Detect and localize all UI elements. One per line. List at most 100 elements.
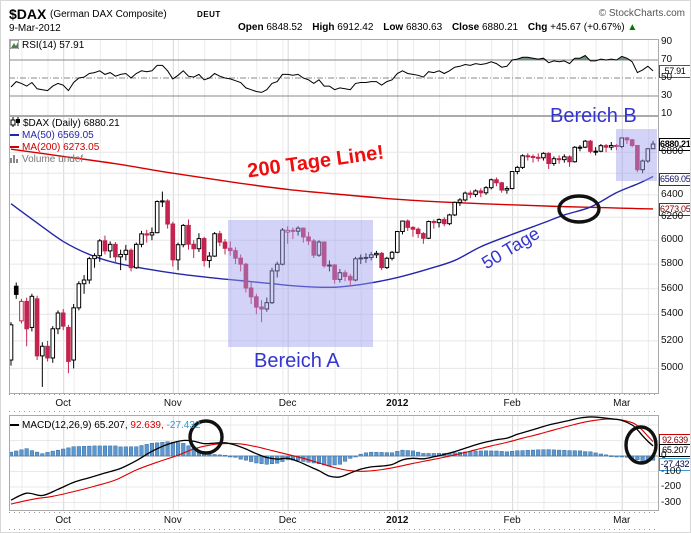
candle-body bbox=[504, 188, 510, 191]
area-bereich-a bbox=[228, 220, 373, 347]
rsi-legend-text: RSI(14) 57.91 bbox=[22, 40, 85, 51]
price-legend-ma50: MA(50) 6569.05 bbox=[10, 130, 94, 141]
candle-body bbox=[603, 145, 609, 148]
chg-value: +45.67 (+0.67%) bbox=[550, 22, 625, 33]
macd-legend-prefix: MACD(12,26,9) bbox=[22, 420, 92, 431]
macd-histogram-bar bbox=[243, 455, 248, 461]
candle-body bbox=[165, 200, 170, 225]
ma200-line bbox=[10, 148, 654, 210]
ma50-swatch-icon bbox=[10, 134, 19, 137]
candle-body bbox=[635, 144, 640, 171]
price-panel-border bbox=[9, 116, 659, 394]
candle-body bbox=[483, 187, 489, 194]
candle-body bbox=[201, 238, 207, 262]
macd-histogram-bar bbox=[108, 445, 113, 457]
macd-histogram-bar bbox=[567, 450, 572, 457]
candle-body bbox=[175, 244, 181, 261]
macd-histogram-bar bbox=[609, 455, 614, 457]
symbol-name: (German DAX Composite) bbox=[50, 9, 167, 20]
annotation-bereich-a: Bereich A bbox=[254, 350, 340, 372]
exchange-label: DEUT bbox=[197, 10, 221, 19]
macd-histogram-bar bbox=[588, 451, 593, 457]
candle-body bbox=[259, 306, 264, 310]
macd-histogram-bar bbox=[557, 449, 562, 457]
up-arrow-icon: ▲ bbox=[627, 22, 638, 33]
macd-histogram-bar bbox=[181, 443, 186, 457]
price-plot bbox=[9, 136, 656, 387]
macd-swatch-icon bbox=[10, 424, 19, 427]
signal-value: 92.639, bbox=[130, 420, 164, 431]
open-label: Open bbox=[238, 22, 264, 33]
macd-cross-mar-circle bbox=[624, 425, 658, 465]
macd-histogram-bar bbox=[405, 450, 410, 457]
macd-histogram-bar bbox=[129, 446, 134, 457]
candle-body bbox=[342, 272, 348, 277]
chart-date: 9-Mar-2012 bbox=[9, 23, 61, 34]
ma50-price-box: 6569.05 bbox=[659, 173, 691, 186]
macd-histogram-bar bbox=[348, 455, 353, 459]
annotation-bereich-b: Bereich B bbox=[550, 105, 637, 127]
rsi-line bbox=[10, 54, 654, 93]
macd-histogram-bar bbox=[144, 444, 149, 457]
candle-body bbox=[24, 300, 29, 330]
rsi-plot bbox=[10, 54, 654, 93]
macd-histogram-bar bbox=[593, 452, 598, 457]
macd-panel-border bbox=[9, 415, 659, 511]
macd-histogram-bar bbox=[24, 448, 29, 457]
macd-histogram-bar bbox=[332, 455, 337, 466]
candle-body bbox=[400, 220, 405, 233]
candle-body bbox=[577, 146, 583, 149]
macd-histogram-bar bbox=[134, 446, 139, 457]
macd-histogram-bar bbox=[499, 451, 504, 457]
candle-body bbox=[436, 219, 442, 224]
macd-histogram-bar bbox=[82, 446, 87, 457]
macd-histogram-bar bbox=[635, 455, 640, 461]
candle-body bbox=[301, 227, 306, 238]
candle-body bbox=[624, 137, 630, 141]
candle-body bbox=[133, 243, 139, 269]
macd-histogram-bar bbox=[165, 441, 170, 457]
candle-body bbox=[473, 190, 478, 195]
high-label: High bbox=[312, 22, 335, 33]
candle-body bbox=[92, 255, 97, 260]
month-label-bottom: Dec bbox=[278, 515, 297, 526]
macd-histogram-bar bbox=[374, 452, 379, 457]
candle-body bbox=[144, 233, 150, 236]
macd-histogram-bar bbox=[327, 455, 332, 467]
candle-body bbox=[97, 240, 103, 257]
rsi-panel-border bbox=[9, 39, 659, 116]
candle-body bbox=[217, 233, 223, 243]
macd-histogram-bar bbox=[71, 446, 76, 457]
macd-histogram-bar bbox=[212, 454, 217, 457]
macd-histogram-bar bbox=[468, 451, 473, 457]
rsi-overbought-fill bbox=[11, 55, 654, 60]
macd-histogram-bar bbox=[76, 446, 81, 457]
chg-label: Chg bbox=[527, 22, 548, 33]
macd-histogram-bar bbox=[170, 441, 175, 457]
macd-histogram-bar bbox=[343, 455, 348, 462]
ma200-swatch-icon bbox=[10, 146, 19, 149]
macd-histogram-bar bbox=[395, 451, 400, 457]
candle-body bbox=[186, 224, 191, 245]
candle-body bbox=[34, 298, 40, 357]
candle-body bbox=[113, 243, 118, 258]
price-axis-label: 5000 bbox=[661, 362, 684, 374]
candle-body bbox=[274, 263, 280, 272]
candle-body bbox=[353, 258, 358, 281]
macd-histogram-bar bbox=[546, 449, 551, 457]
macd-histogram-bar bbox=[233, 455, 238, 458]
candle-body bbox=[139, 233, 144, 245]
volume-bars-icon bbox=[10, 154, 19, 166]
candle-body bbox=[264, 302, 270, 310]
month-label-top: Feb bbox=[503, 398, 521, 409]
macd-plot bbox=[9, 416, 656, 505]
price-legend-main: $DAX (Daily) 6880.21 bbox=[10, 117, 120, 130]
macd-histogram-bar bbox=[426, 453, 431, 457]
macd-histogram-bar bbox=[29, 450, 34, 457]
candle-body bbox=[102, 240, 108, 252]
macd-histogram-bar bbox=[92, 445, 97, 457]
macd-cross-nov-circle bbox=[188, 419, 224, 455]
macd-histogram-bar bbox=[87, 445, 92, 457]
macd-histogram-bar bbox=[97, 445, 102, 457]
candle-body bbox=[452, 201, 457, 216]
